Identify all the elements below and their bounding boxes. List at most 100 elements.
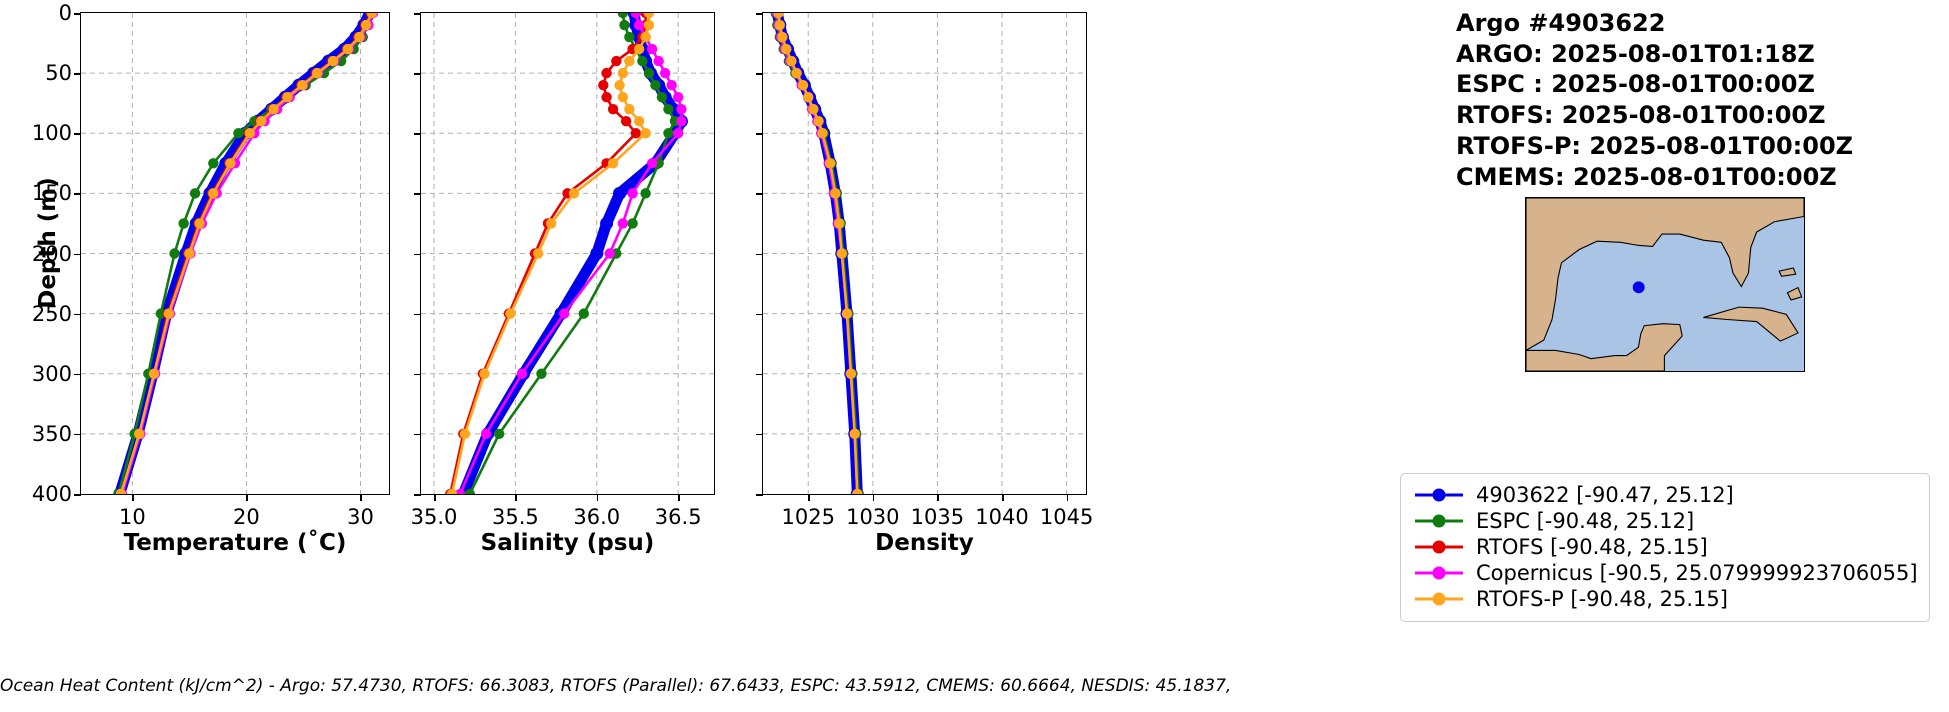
x-tick-mark [1066,494,1069,501]
legend-item[interactable]: 4903622 [-90.47, 25.12] [1413,482,1919,508]
legend-swatch-icon [1415,540,1463,554]
x-tick-mark [132,494,134,501]
map-lon-tick [1714,371,1717,372]
depth-tick-mark [756,193,763,195]
legend-swatch-icon [1415,592,1463,606]
x-tick-mark [872,494,875,501]
map-lon-tick [1572,371,1575,372]
x-tick-mark [434,494,436,501]
series-rtofs-p [115,13,378,494]
map-lat-tick [1525,298,1526,301]
depth-tick-mark [756,313,763,316]
map-lat-tick [1525,236,1526,239]
x-tick-mark [937,494,939,501]
salinity-plot [421,13,714,494]
depth-tick-label: 0 [58,1,72,25]
depth-tick-label: 100 [31,121,72,146]
x-tick-label: 1035 [910,505,965,529]
salinity-axis-title: Salinity (psu) [480,530,655,556]
depth-tick-mark [74,73,81,75]
depth-tick-label: 400 [31,482,72,506]
depth-tick-mark [414,373,421,376]
density-plot [763,13,1086,494]
depth-tick-mark [414,193,421,195]
legend-item[interactable]: Copernicus [-90.5, 25.079999923706055] [1413,560,1919,586]
depth-tick-mark [756,494,763,496]
map-lon-tick [1537,371,1540,372]
legend-item[interactable]: RTOFS [-90.48, 25.15] [1413,534,1919,560]
depth-tick-mark [74,373,81,376]
depth-tick-mark [414,133,421,135]
legend-item-label: RTOFS-P [-90.48, 25.15] [1476,587,1728,611]
depth-tick-mark [74,494,81,496]
depth-tick-mark [414,253,421,256]
legend-item[interactable]: RTOFS-P [-90.48, 25.15] [1413,586,1919,612]
depth-tick-mark [756,433,763,436]
depth-tick-mark [756,73,763,75]
x-tick-label: 1030 [846,505,900,529]
depth-tick-mark [756,133,763,135]
temperature-panel: 10 20 30 0 50 100 150 200 250 300 350 400 [32,1,390,529]
legend-item-label: RTOFS [-90.48, 25.15] [1476,535,1708,559]
x-tick-label: 36.5 [654,505,702,529]
profile-header-line-0: Argo #4903622 [1456,9,1666,37]
depth-tick-mark [74,433,81,436]
depth-tick-mark [74,253,81,256]
series-legend: 4903622 [-90.47, 25.12] ESPC [-90.48, 25.… [1400,473,1930,622]
depth-tick-mark [74,313,81,316]
x-tick-label: 1045 [1039,505,1094,529]
x-tick-label: 35.0 [410,505,458,529]
depth-tick-label: 300 [31,361,72,386]
legend-item[interactable]: ESPC [-90.48, 25.12] [1413,508,1919,534]
depth-tick-mark [414,313,421,316]
depth-tick-mark [756,13,763,15]
depth-tick-mark [414,433,421,436]
x-tick-mark [246,494,248,501]
map-lat-tick [1525,205,1526,208]
salinity-panel: 35.0 35.5 36.0 36.5 [411,12,715,529]
depth-tick-mark [74,133,81,135]
map-graphic [1526,198,1804,371]
map-lat-tick [1525,329,1526,332]
profile-header-line-5: CMEMS: 2025-08-01T00:00Z [1456,162,1837,191]
depth-tick-mark [756,373,763,376]
density-panel: 1025 1030 1035 1040 1045 [756,12,1093,529]
x-tick-mark [360,494,363,501]
series-rtofs-p [773,13,863,494]
x-tick-label: 20 [233,505,260,529]
depth-tick-label: 250 [31,301,72,326]
x-tick-label: 35.5 [492,505,539,529]
depth-tick-label: 350 [31,421,72,446]
map-lon-tick [1750,371,1753,372]
legend-swatch-icon [1415,566,1463,580]
depth-tick-mark [414,73,421,75]
profile-header-line-1: ARGO: 2025-08-01T01:18Z [1456,39,1815,68]
x-tick-label: 1025 [781,505,835,529]
x-tick-mark [596,494,599,501]
x-tick-label: 36.0 [573,505,621,529]
profile-header-line-2: ESPC : 2025-08-01T00:00Z [1456,70,1815,99]
depth-tick-label: 200 [31,241,72,266]
map-lon-tick [1679,371,1682,372]
depth-tick-mark [414,13,421,15]
depth-tick-mark [414,494,421,496]
profile-header-line-3: RTOFS: 2025-08-01T00:00Z [1456,101,1826,130]
temperature-plot [81,13,389,494]
x-tick-mark [1002,494,1004,501]
depth-tick-label: 50 [45,61,72,86]
x-tick-mark [808,494,810,501]
legend-swatch-icon [1415,514,1463,528]
map-lon-tick [1785,371,1788,372]
map-lon-tick [1608,371,1611,372]
x-tick-label: 1040 [975,505,1029,529]
x-tick-label: 30 [347,505,374,529]
density-axis-title: Density [875,530,974,556]
map-lon-tick [1643,371,1646,372]
legend-swatch-icon [1415,488,1463,502]
map-lat-tick [1525,267,1526,270]
x-tick-label: 10 [118,505,146,529]
profile-header: Argo #4903622 ARGO: 2025-08-01T01:18Z ESPC… [1456,8,1853,192]
temperature-axis-title: Temperature (˚C) [123,530,347,556]
series-rtofs-p [446,13,655,494]
depth-tick-mark [74,13,81,15]
